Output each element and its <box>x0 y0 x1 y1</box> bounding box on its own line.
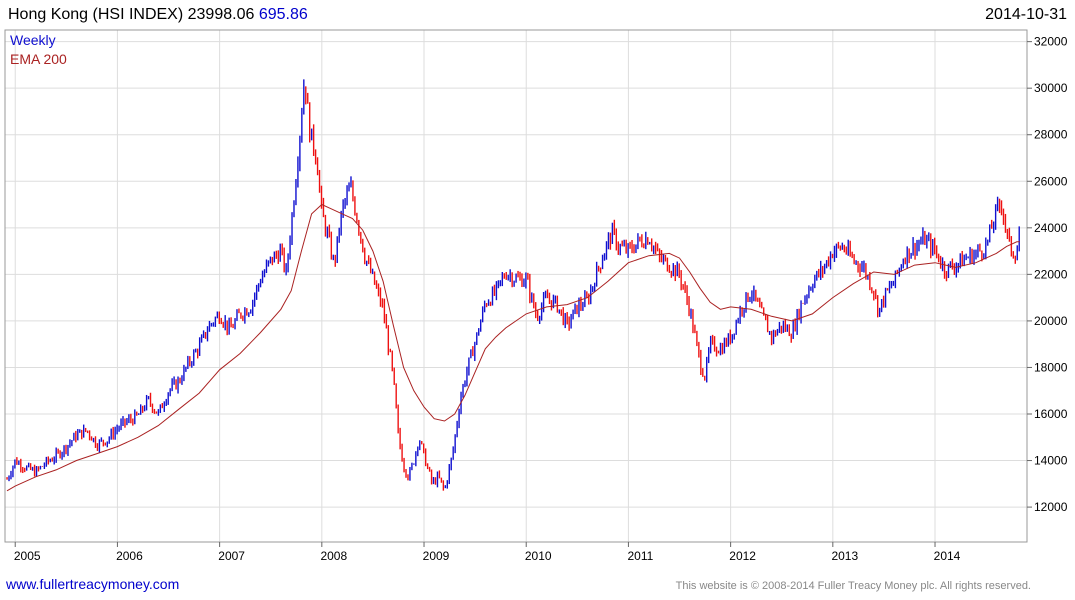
y-tick-label: 18000 <box>1034 360 1068 374</box>
y-tick-label: 12000 <box>1034 500 1068 514</box>
y-tick-label: 22000 <box>1034 267 1068 281</box>
ema-line-layer <box>6 203 1020 492</box>
y-tick-label: 14000 <box>1034 454 1068 468</box>
x-tick-label: 2012 <box>729 549 756 563</box>
footer-link[interactable]: www.fullertreacymoney.com <box>6 576 180 592</box>
ohlc-bars-layer <box>6 79 1020 491</box>
x-tick-label: 2009 <box>423 549 450 563</box>
x-tick-label: 2007 <box>218 549 245 563</box>
y-tick-label: 28000 <box>1034 128 1068 142</box>
x-tick-label: 2011 <box>628 549 654 563</box>
y-tick-label: 32000 <box>1034 35 1068 49</box>
y-tick-label: 30000 <box>1034 81 1068 95</box>
legend-ema: EMA 200 <box>10 51 67 67</box>
x-tick-label: 2014 <box>934 549 961 563</box>
ema-200-line <box>6 203 1020 492</box>
plot-frame <box>4 29 1028 543</box>
axis-layer: 12000 14000 16000 18000 20000 22000 24000 26000… <box>4 29 1068 563</box>
x-tick-label: 2008 <box>320 549 347 563</box>
change-value: 695.86 <box>258 6 308 23</box>
x-tick-label: 2013 <box>831 549 858 563</box>
y-tick-label: 26000 <box>1034 174 1068 188</box>
chart-date: 2014-10-31 <box>985 6 1067 23</box>
chart-title: Hong Kong (HSI INDEX) 23998.06 695.86 <box>8 6 308 24</box>
grid-layer <box>5 30 1027 542</box>
index-name-value: Hong Kong (HSI INDEX) 23998.06 <box>8 6 255 23</box>
y-tick-label: 24000 <box>1034 221 1068 235</box>
legend-weekly: Weekly <box>10 32 56 48</box>
x-tick-label: 2006 <box>116 549 143 563</box>
y-tick-label: 16000 <box>1034 407 1068 421</box>
x-tick-label: 2005 <box>14 549 41 563</box>
y-tick-label: 20000 <box>1034 314 1068 328</box>
x-tick-label: 2010 <box>525 549 552 563</box>
footer-copyright: This website is © 2008-2014 Fuller Treac… <box>675 580 1031 592</box>
